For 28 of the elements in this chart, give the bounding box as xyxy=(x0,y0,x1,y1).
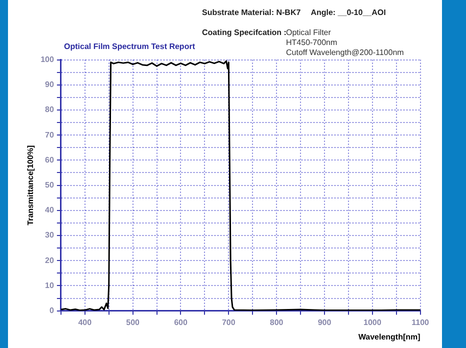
y-tick-label: 60 xyxy=(45,155,54,164)
x-tick-label: 400 xyxy=(78,318,92,327)
x-tick-label: 600 xyxy=(174,318,188,327)
y-tick-label: 100 xyxy=(40,55,54,64)
x-tick-label: 800 xyxy=(270,318,284,327)
y-tick-label: 70 xyxy=(45,130,54,140)
y-tick-label: 90 xyxy=(45,80,54,90)
x-tick-label: 700 xyxy=(222,318,236,327)
y-tick-label: 30 xyxy=(45,230,54,240)
y-tick-label: 40 xyxy=(45,206,54,215)
y-tick-label: 10 xyxy=(45,280,54,290)
y-tick-label: 0 xyxy=(49,306,54,316)
y-tick-label: 50 xyxy=(45,180,54,190)
text: Coating Specifcation : xyxy=(202,28,286,37)
text: Angle: __0-10__AOI xyxy=(310,8,386,17)
text: HT450-700nm xyxy=(286,38,338,48)
text: Optical Filter xyxy=(286,28,332,38)
x-tick-label: 1100 xyxy=(412,318,430,327)
y-tick-label: 20 xyxy=(45,256,54,265)
x-axis-title: Wavelength[nm] xyxy=(358,332,421,342)
y-tick-label: 80 xyxy=(45,105,54,114)
x-tick-label: 500 xyxy=(126,318,140,327)
x-tick-label: 1000 xyxy=(364,318,382,327)
x-tick-label: 900 xyxy=(318,318,332,327)
text: Substrate Material: N-BK7 xyxy=(202,8,301,17)
y-axis-title: Transmittance[100%] xyxy=(26,144,36,226)
chart-title: Optical Film Spectrum Test Report xyxy=(64,42,195,51)
text: Cutoff Wavelength@200-1100nm xyxy=(286,48,404,58)
